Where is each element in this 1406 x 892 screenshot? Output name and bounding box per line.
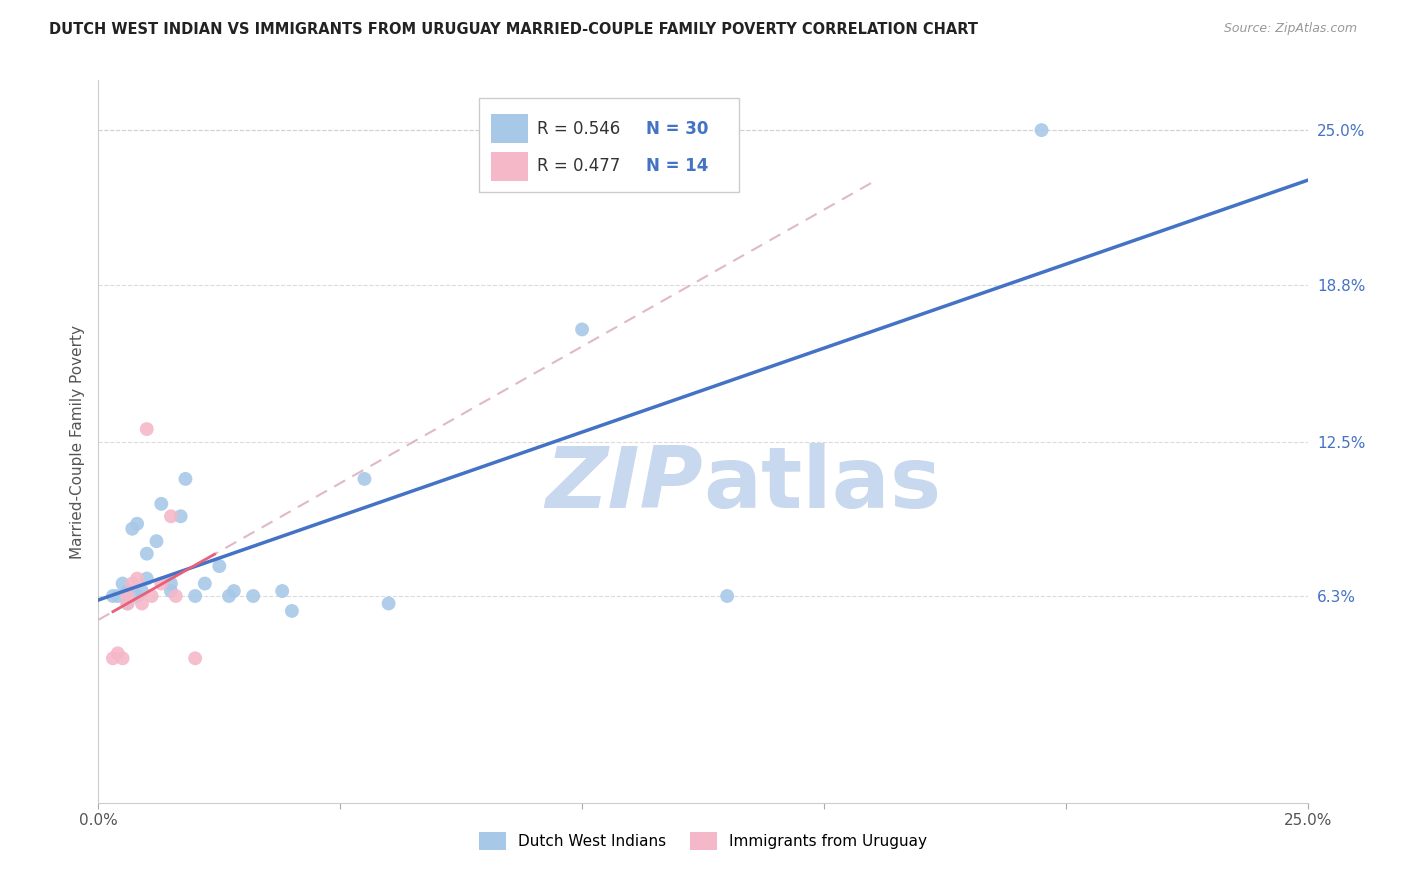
Point xyxy=(271,584,294,599)
Text: R = 0.477: R = 0.477 xyxy=(537,157,620,175)
Point xyxy=(135,422,157,436)
Point xyxy=(121,576,143,591)
Point xyxy=(117,597,139,611)
Point xyxy=(208,559,231,574)
Point xyxy=(131,584,153,599)
Text: N = 30: N = 30 xyxy=(647,120,709,137)
Point xyxy=(127,572,149,586)
Point xyxy=(121,522,143,536)
Point xyxy=(218,589,240,603)
Point xyxy=(101,651,124,665)
Point xyxy=(160,509,183,524)
Point xyxy=(117,597,139,611)
Point xyxy=(1031,123,1053,137)
Point xyxy=(184,651,207,665)
Point xyxy=(135,572,157,586)
Point xyxy=(111,576,134,591)
Text: Source: ZipAtlas.com: Source: ZipAtlas.com xyxy=(1223,22,1357,36)
Bar xyxy=(492,114,527,143)
Point xyxy=(174,472,197,486)
FancyBboxPatch shape xyxy=(479,98,740,193)
Point xyxy=(377,597,399,611)
Point xyxy=(571,322,593,336)
Text: atlas: atlas xyxy=(703,443,941,526)
Point xyxy=(222,584,245,599)
Point xyxy=(117,584,139,599)
Point xyxy=(150,576,173,591)
Bar xyxy=(492,152,527,181)
Text: ZIP: ZIP xyxy=(546,443,703,526)
Point xyxy=(141,589,163,603)
Point xyxy=(127,516,149,531)
Point xyxy=(160,576,183,591)
Point xyxy=(160,584,183,599)
Text: N = 14: N = 14 xyxy=(647,157,709,175)
Point xyxy=(169,509,191,524)
Point xyxy=(242,589,264,603)
Point xyxy=(716,589,738,603)
Legend: Dutch West Indians, Immigrants from Uruguay: Dutch West Indians, Immigrants from Urug… xyxy=(472,826,934,856)
Point xyxy=(281,604,304,618)
Point xyxy=(107,589,129,603)
Point xyxy=(353,472,375,486)
Point xyxy=(111,651,134,665)
Point xyxy=(184,589,207,603)
Point xyxy=(127,589,149,603)
Point xyxy=(131,597,153,611)
Point xyxy=(150,497,173,511)
Point xyxy=(145,534,167,549)
Point xyxy=(107,646,129,660)
Point xyxy=(117,589,139,603)
Point xyxy=(194,576,217,591)
Text: DUTCH WEST INDIAN VS IMMIGRANTS FROM URUGUAY MARRIED-COUPLE FAMILY POVERTY CORRE: DUTCH WEST INDIAN VS IMMIGRANTS FROM URU… xyxy=(49,22,979,37)
Y-axis label: Married-Couple Family Poverty: Married-Couple Family Poverty xyxy=(69,325,84,558)
Point xyxy=(101,589,124,603)
Point xyxy=(135,547,157,561)
Text: R = 0.546: R = 0.546 xyxy=(537,120,620,137)
Point xyxy=(165,589,187,603)
